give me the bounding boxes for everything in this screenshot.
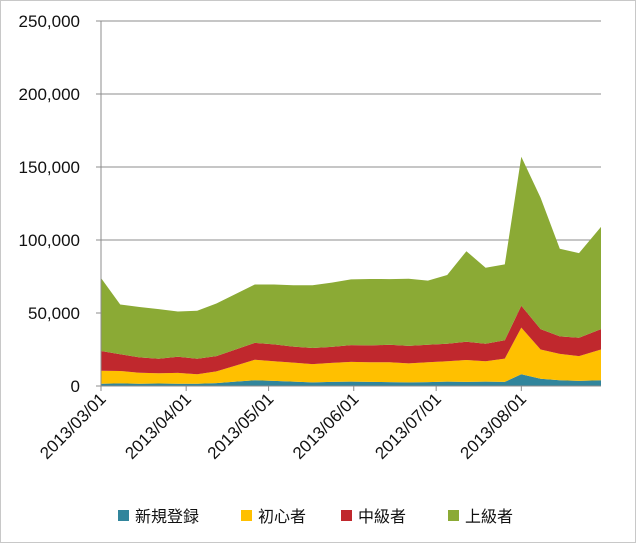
legend-swatch xyxy=(448,510,459,521)
y-tick-label: 50,000 xyxy=(28,304,80,323)
legend-label: 中級者 xyxy=(358,507,406,526)
legend-swatch xyxy=(118,510,129,521)
y-tick-label: 0 xyxy=(71,377,80,396)
legend: 新規登録 初心者 中級者 上級者 xyxy=(118,507,513,526)
y-tick-label: 250,000 xyxy=(19,12,80,31)
y-tick-label: 150,000 xyxy=(19,158,80,177)
x-tick-label: 2013/04/01 xyxy=(121,389,195,463)
x-tick-label: 2013/05/01 xyxy=(204,389,278,463)
y-tick-label: 200,000 xyxy=(19,85,80,104)
x-tick-label: 2013/08/01 xyxy=(457,389,531,463)
x-tick-label: 2013/06/01 xyxy=(289,389,363,463)
y-tick-labels: 0 50,000 100,000 150,000 200,000 250,000 xyxy=(19,12,80,396)
series-area-3 xyxy=(101,156,601,359)
x-tick-label: 2013/03/01 xyxy=(36,389,110,463)
legend-swatch xyxy=(241,510,252,521)
x-tick-label: 2013/07/01 xyxy=(371,389,445,463)
series-area-2 xyxy=(101,305,601,375)
x-tick-labels: 2013/03/01 2013/04/01 2013/05/01 2013/06/01… xyxy=(36,389,530,463)
series-areas xyxy=(101,156,601,386)
legend-label: 初心者 xyxy=(258,507,306,526)
legend-label: 上級者 xyxy=(465,507,513,526)
legend-label: 新規登録 xyxy=(135,507,199,526)
axes xyxy=(96,20,601,391)
legend-swatch xyxy=(341,510,352,521)
series-area-0 xyxy=(101,374,601,386)
y-tick-label: 100,000 xyxy=(19,231,80,250)
series-area-1 xyxy=(101,327,601,384)
